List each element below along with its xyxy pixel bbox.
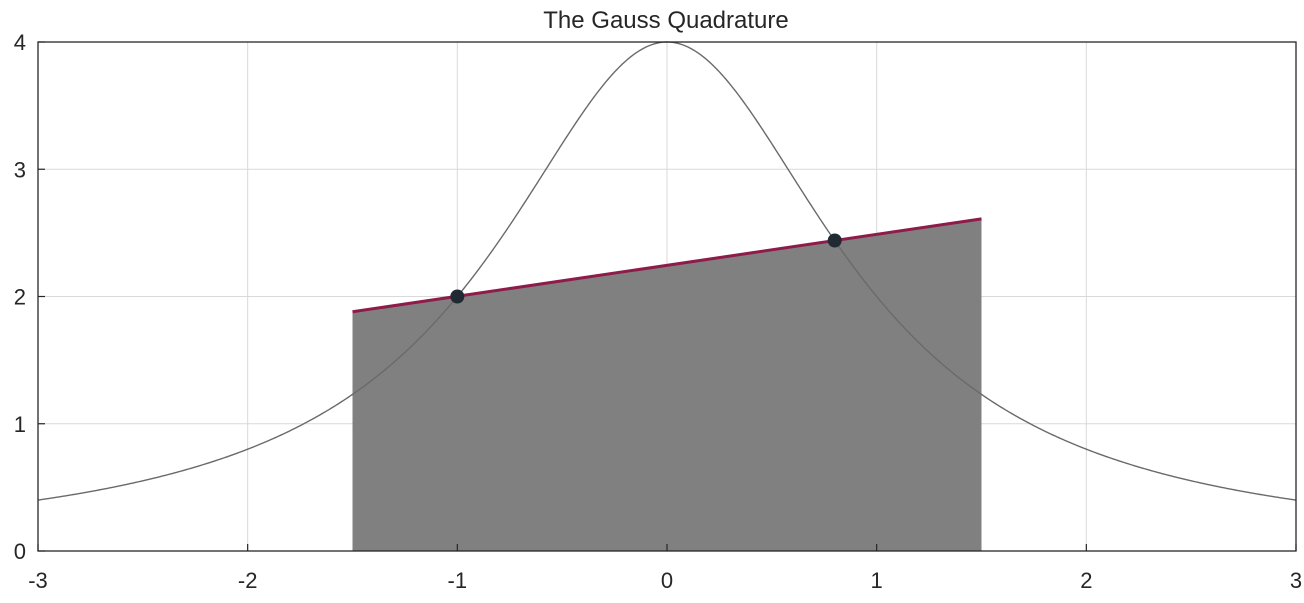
x-tick-label: 1 bbox=[871, 568, 883, 593]
chart-title: The Gauss Quadrature bbox=[543, 7, 788, 34]
y-tick-label: 4 bbox=[14, 30, 26, 55]
x-tick-label: -3 bbox=[28, 568, 48, 593]
y-tick-labels: 0 1 2 3 4 bbox=[14, 30, 45, 564]
gauss-point bbox=[827, 233, 842, 248]
gauss-point bbox=[450, 289, 465, 304]
y-tick-label: 0 bbox=[14, 539, 26, 564]
y-tick-label: 3 bbox=[14, 157, 26, 182]
y-tick-label: 1 bbox=[14, 412, 26, 437]
x-tick-label: 3 bbox=[1290, 568, 1302, 593]
x-tick-label: -1 bbox=[448, 568, 468, 593]
x-tick-labels: -3 -2 -1 0 1 2 3 bbox=[28, 544, 1302, 593]
point-layer bbox=[450, 233, 842, 304]
x-tick-label: 2 bbox=[1080, 568, 1092, 593]
x-tick-label: 0 bbox=[661, 568, 673, 593]
x-tick-label: -2 bbox=[238, 568, 258, 593]
area-layer bbox=[352, 218, 982, 551]
shaded-area bbox=[352, 218, 982, 551]
y-tick-label: 2 bbox=[14, 285, 26, 310]
